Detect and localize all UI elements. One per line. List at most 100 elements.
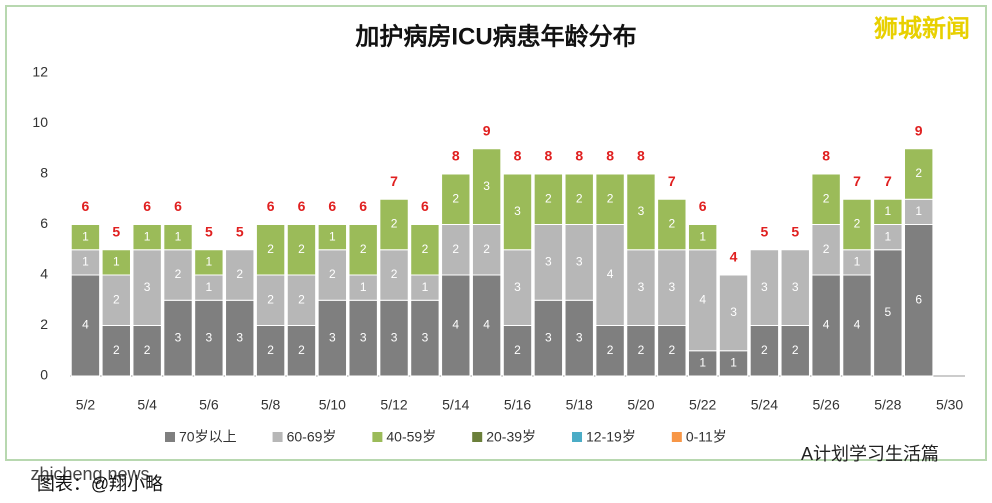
total-label: 8 [822, 148, 830, 164]
segment-label: 4 [699, 292, 706, 306]
segment-label: 1 [175, 229, 182, 243]
bar-segment [194, 299, 224, 377]
total-label: 9 [915, 122, 923, 138]
bar-segment [780, 325, 810, 377]
bar-segment [657, 249, 687, 326]
total-label: 8 [606, 148, 614, 164]
total-label: 6 [143, 198, 151, 214]
bar-segment [101, 274, 131, 326]
total-label: 7 [668, 173, 676, 189]
segment-label: 6 [915, 292, 922, 306]
segment-label: 2 [144, 343, 151, 357]
bar-segment [317, 249, 348, 301]
segment-label: 4 [483, 318, 490, 332]
segment-label: 1 [82, 255, 89, 269]
x-tick-label: 5/16 [504, 397, 531, 413]
bar-segment [286, 224, 317, 276]
x-tick-label: 5/24 [751, 397, 778, 413]
bar-segment [626, 249, 656, 326]
bar-segment [70, 249, 101, 276]
bar-segment [379, 198, 409, 251]
segment-label: 2 [298, 242, 305, 256]
segment-label: 2 [267, 343, 274, 357]
legend-label: 70岁以上 [179, 429, 237, 445]
segment-label: 1 [82, 229, 89, 243]
segment-label: 3 [483, 179, 490, 193]
segment-label: 3 [668, 280, 675, 294]
segment-label: 2 [514, 343, 521, 357]
segment-label: 2 [236, 267, 243, 281]
legend-swatch [671, 432, 682, 442]
segment-label: 2 [823, 242, 830, 256]
legend-label: 12-19岁 [586, 429, 636, 445]
y-tick-label: 4 [40, 266, 48, 282]
bar-segment [595, 224, 625, 326]
segment-label: 2 [452, 242, 459, 256]
bar-segment [564, 299, 594, 377]
x-tick-label: 5/28 [874, 397, 901, 413]
total-label: 6 [298, 198, 306, 214]
segment-label: 2 [113, 343, 120, 357]
bar-segment [842, 198, 872, 251]
x-tick-label: 5/22 [689, 397, 716, 413]
bar-segment [348, 224, 378, 276]
chart-title: 加护病房ICU病患年龄分布 [355, 22, 636, 50]
total-label: 6 [82, 198, 90, 214]
x-tick-label: 5/2 [76, 397, 96, 413]
bar-segment [255, 224, 286, 276]
segment-label: 3 [236, 330, 243, 344]
bar-segment [595, 325, 625, 377]
total-label: 6 [328, 198, 336, 214]
segment-label: 3 [206, 330, 213, 344]
bar-segment [163, 299, 193, 377]
legend-label: 60-69岁 [287, 429, 337, 445]
bar-segment [70, 274, 101, 377]
legend-swatch [372, 432, 383, 442]
segment-label: 4 [854, 318, 861, 332]
bar-segment [441, 224, 471, 276]
bar-segment [471, 148, 502, 225]
total-label: 7 [884, 173, 892, 189]
bar-segment [132, 249, 162, 326]
legend-swatch [572, 432, 583, 442]
bar-segment [533, 224, 564, 301]
site-watermark: zhicheng.news [30, 464, 149, 484]
bar-segment [873, 198, 903, 225]
legend-label: 0-11岁 [686, 429, 727, 445]
segment-label: 3 [576, 255, 583, 269]
bar-segment [904, 148, 934, 200]
segment-label: 3 [514, 280, 521, 294]
segment-label: 4 [607, 267, 614, 281]
segment-label: 3 [545, 255, 552, 269]
bar-segment [749, 325, 780, 377]
bar-segment [255, 274, 286, 326]
bar-segment [811, 173, 841, 225]
segment-label: 2 [267, 292, 274, 306]
brand-watermark: 狮城新闻 [874, 14, 970, 42]
segment-label: 1 [885, 229, 892, 243]
segment-label: 2 [638, 343, 645, 357]
segment-label: 2 [668, 343, 675, 357]
bar-segment [502, 249, 533, 326]
segment-label: 2 [761, 343, 768, 357]
bar-segment [718, 274, 749, 352]
segment-label: 1 [699, 229, 706, 243]
segment-label: 3 [638, 280, 645, 294]
bar-segment [132, 325, 162, 377]
bar-segment [904, 224, 934, 377]
account-watermark: A计划学习生活篇 [801, 444, 939, 464]
bar-segment [255, 325, 286, 377]
segment-label: 2 [668, 217, 675, 231]
bar-segment [718, 350, 749, 377]
x-tick-label: 5/8 [261, 397, 281, 413]
segment-label: 1 [113, 255, 120, 269]
total-label: 4 [730, 249, 738, 265]
bar-segment [533, 173, 564, 225]
y-tick-label: 0 [40, 367, 48, 383]
total-label: 6 [359, 198, 367, 214]
segment-label: 3 [329, 330, 336, 344]
legend-swatch [272, 432, 283, 442]
total-label: 7 [853, 173, 861, 189]
segment-label: 1 [206, 255, 213, 269]
